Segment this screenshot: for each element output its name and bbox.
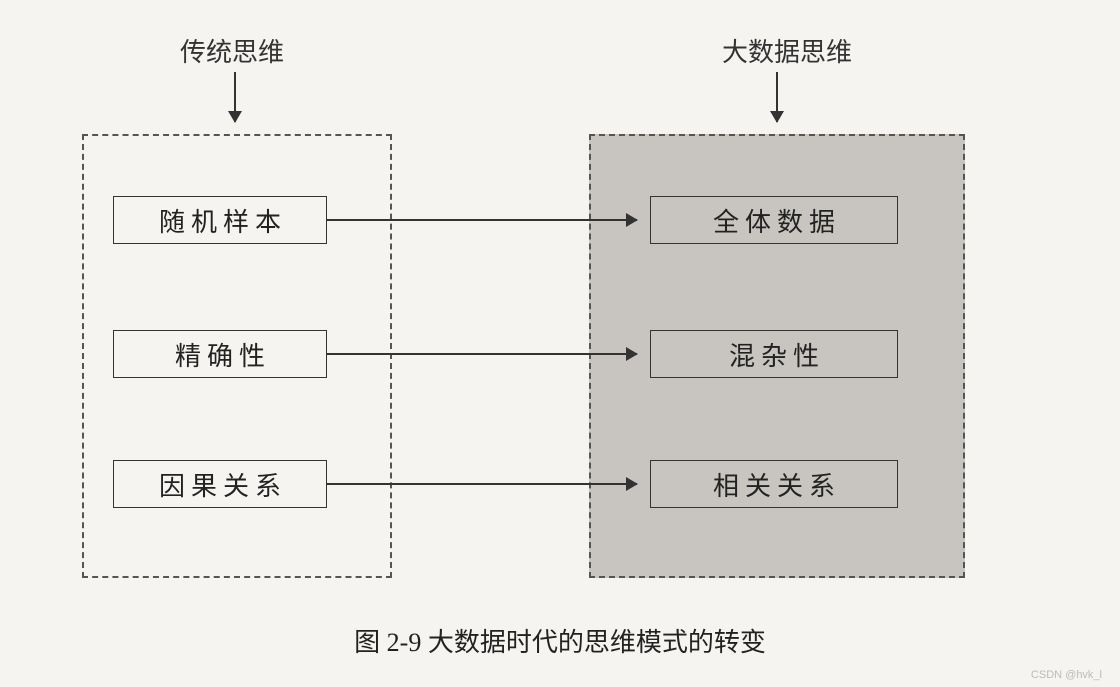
diagram-container: 传统思维 大数据思维 随机样本 全体数据 精确性 混杂性 因果关系 相关关系 图… bbox=[0, 0, 1120, 687]
right-header-label: 大数据思维 bbox=[722, 32, 852, 69]
arrow-right-icon-0 bbox=[327, 219, 637, 221]
left-header-label: 传统思维 bbox=[180, 32, 284, 69]
watermark-text: CSDN @hvk_l bbox=[1031, 669, 1102, 681]
right-down-arrow-icon bbox=[776, 72, 778, 122]
right-item-box-2: 相关关系 bbox=[650, 460, 898, 508]
right-item-label-0: 全体数据 bbox=[713, 202, 841, 239]
left-item-box-0: 随机样本 bbox=[113, 196, 327, 244]
left-item-label-0: 随机样本 bbox=[159, 202, 287, 239]
left-item-box-2: 因果关系 bbox=[113, 460, 327, 508]
right-item-label-1: 混杂性 bbox=[729, 336, 825, 373]
right-item-box-1: 混杂性 bbox=[650, 330, 898, 378]
left-down-arrow-icon bbox=[234, 72, 236, 122]
left-item-label-2: 因果关系 bbox=[159, 466, 287, 503]
left-item-box-1: 精确性 bbox=[113, 330, 327, 378]
left-item-label-1: 精确性 bbox=[175, 336, 271, 373]
right-item-box-0: 全体数据 bbox=[650, 196, 898, 244]
arrow-right-icon-2 bbox=[327, 483, 637, 485]
figure-caption: 图 2-9 大数据时代的思维模式的转变 bbox=[0, 622, 1120, 659]
right-item-label-2: 相关关系 bbox=[713, 466, 841, 503]
arrow-right-icon-1 bbox=[327, 353, 637, 355]
